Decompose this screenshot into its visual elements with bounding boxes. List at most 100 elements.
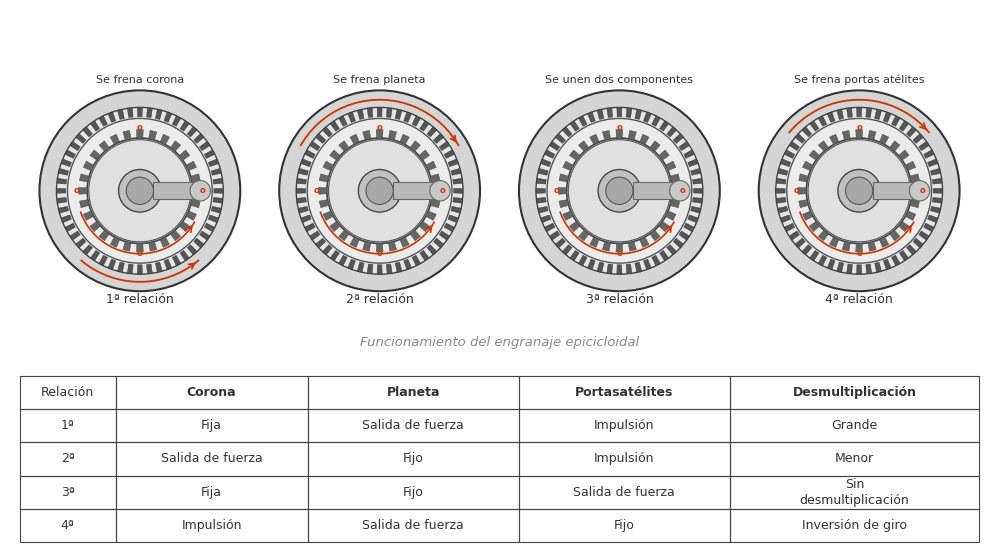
Circle shape	[359, 170, 401, 212]
Polygon shape	[776, 178, 786, 184]
Text: Se frena portas atélites: Se frena portas atélites	[794, 75, 924, 85]
Polygon shape	[540, 159, 551, 166]
Polygon shape	[191, 174, 200, 182]
Polygon shape	[799, 174, 808, 182]
Circle shape	[430, 181, 451, 201]
Circle shape	[598, 170, 640, 212]
Polygon shape	[172, 255, 181, 266]
Polygon shape	[137, 107, 143, 117]
Polygon shape	[562, 244, 572, 255]
Polygon shape	[628, 242, 636, 251]
Polygon shape	[536, 178, 546, 184]
Polygon shape	[549, 142, 559, 150]
Polygon shape	[684, 150, 694, 158]
Polygon shape	[665, 161, 676, 170]
Polygon shape	[454, 188, 463, 194]
Polygon shape	[118, 109, 124, 119]
Polygon shape	[690, 169, 701, 175]
Polygon shape	[323, 244, 333, 255]
Polygon shape	[147, 108, 153, 118]
Polygon shape	[330, 221, 341, 232]
Polygon shape	[919, 231, 929, 240]
Polygon shape	[659, 121, 668, 131]
Text: Se unen dos componentes: Se unen dos componentes	[545, 75, 693, 85]
Polygon shape	[80, 174, 89, 182]
Polygon shape	[927, 159, 938, 166]
Polygon shape	[123, 242, 131, 251]
Polygon shape	[919, 142, 929, 150]
Bar	[20, 509, 116, 542]
Polygon shape	[687, 159, 698, 166]
Circle shape	[845, 177, 873, 205]
Polygon shape	[651, 255, 660, 266]
Polygon shape	[912, 187, 920, 194]
Polygon shape	[798, 187, 806, 194]
Polygon shape	[186, 211, 197, 221]
Bar	[729, 509, 979, 542]
Text: Portasatélites: Portasatélites	[575, 386, 673, 399]
Text: o: o	[137, 249, 143, 258]
Polygon shape	[905, 211, 916, 221]
Polygon shape	[587, 112, 595, 122]
Polygon shape	[99, 255, 108, 266]
Polygon shape	[643, 112, 651, 122]
Polygon shape	[684, 223, 694, 232]
Polygon shape	[427, 127, 437, 137]
Polygon shape	[690, 206, 701, 213]
Polygon shape	[57, 188, 66, 194]
Polygon shape	[679, 142, 689, 150]
Polygon shape	[339, 230, 349, 241]
Polygon shape	[180, 251, 189, 261]
Polygon shape	[411, 141, 421, 152]
Polygon shape	[879, 237, 889, 247]
Circle shape	[87, 138, 193, 243]
Text: Inversión de giro: Inversión de giro	[802, 519, 907, 532]
Polygon shape	[79, 187, 87, 194]
Polygon shape	[606, 264, 612, 274]
Polygon shape	[910, 200, 919, 208]
Text: 2ª: 2ª	[61, 452, 75, 466]
Polygon shape	[933, 188, 942, 194]
Text: Impulsión: Impulsión	[594, 452, 654, 466]
Polygon shape	[559, 200, 568, 208]
Polygon shape	[789, 142, 799, 150]
Polygon shape	[445, 223, 455, 232]
Bar	[518, 509, 729, 542]
Polygon shape	[323, 211, 334, 221]
Polygon shape	[875, 109, 881, 119]
Polygon shape	[387, 108, 393, 118]
Polygon shape	[856, 107, 862, 117]
Polygon shape	[559, 174, 568, 182]
Bar	[116, 509, 308, 542]
Bar	[116, 476, 308, 509]
Polygon shape	[875, 262, 881, 272]
Text: 4ª relación: 4ª relación	[825, 293, 893, 306]
Polygon shape	[562, 127, 572, 137]
Polygon shape	[147, 264, 153, 274]
Bar	[873, 182, 919, 199]
Polygon shape	[890, 230, 900, 241]
Polygon shape	[544, 150, 554, 158]
Polygon shape	[827, 112, 835, 122]
Circle shape	[787, 118, 931, 263]
Text: o: o	[616, 249, 622, 258]
Polygon shape	[194, 134, 204, 143]
Polygon shape	[802, 127, 812, 137]
Polygon shape	[301, 215, 312, 223]
Polygon shape	[137, 243, 143, 252]
Text: o: o	[377, 123, 383, 132]
Polygon shape	[597, 109, 603, 119]
Polygon shape	[932, 178, 942, 184]
Polygon shape	[879, 134, 889, 144]
Polygon shape	[777, 206, 788, 213]
Polygon shape	[453, 197, 463, 204]
Polygon shape	[578, 116, 587, 126]
Polygon shape	[387, 264, 393, 274]
Polygon shape	[578, 141, 588, 152]
Circle shape	[776, 107, 942, 274]
Circle shape	[366, 177, 394, 205]
Polygon shape	[80, 200, 89, 208]
Polygon shape	[214, 188, 223, 194]
Text: Fija: Fija	[201, 419, 222, 432]
Polygon shape	[350, 134, 360, 144]
